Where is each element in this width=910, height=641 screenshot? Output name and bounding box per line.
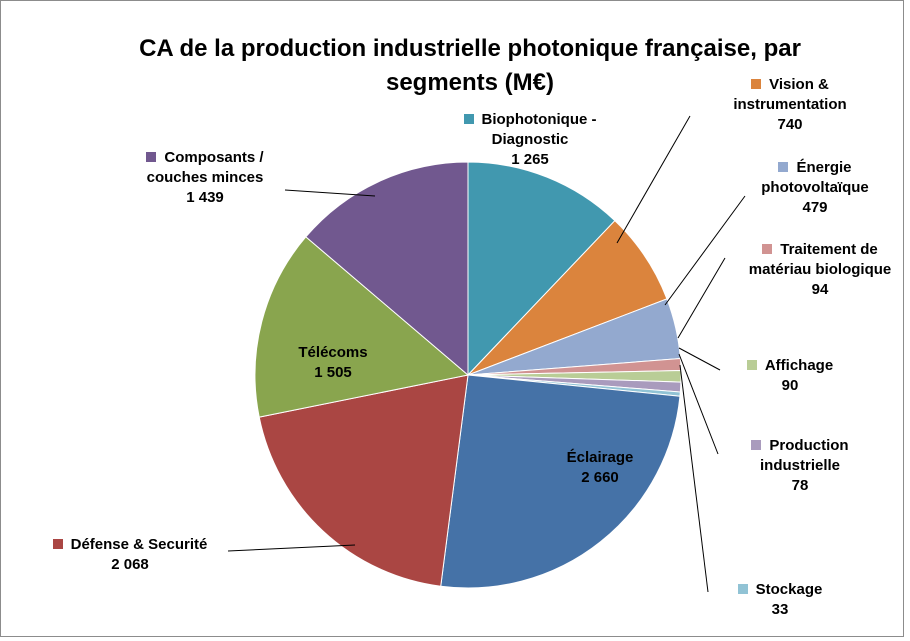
legend-key: [751, 79, 762, 89]
data-label: Biophotonique - Diagnostic 1 265: [450, 110, 610, 170]
leader-line: [227, 544, 356, 552]
chart-title: CA de la production industrielle photoni…: [139, 35, 801, 96]
legend-key: [737, 584, 748, 594]
value-label: 2 660: [581, 469, 619, 486]
pie-slice: [467, 161, 616, 377]
data-label: Affichage 90: [725, 356, 855, 396]
legend-key: [463, 114, 474, 124]
legend-key: [778, 162, 789, 172]
category-label: Affichage: [764, 357, 834, 374]
category-label: Production industrielle: [759, 437, 849, 474]
category-label: Éclairage: [566, 449, 634, 466]
pie-slice: [258, 374, 469, 587]
data-label: Production industrielle 78: [725, 436, 875, 496]
label-name: Stockage: [715, 580, 845, 600]
pie-slice: [305, 161, 469, 377]
label-name: Éclairage: [535, 448, 665, 468]
leader-line: [678, 353, 719, 455]
data-label: Énergie photovoltaïque 479: [735, 158, 895, 218]
value-label: 78: [791, 477, 809, 494]
data-label: Éclairage 2 660: [535, 448, 665, 488]
category-label: Vision & instrumentation: [733, 76, 847, 113]
leader-line: [679, 364, 709, 593]
label-name: Biophotonique - Diagnostic: [450, 110, 610, 150]
category-label: Stockage: [755, 581, 823, 598]
leader-line: [664, 195, 746, 306]
label-name: Traitement de matériau biologique: [745, 240, 895, 280]
label-name: Vision & instrumentation: [710, 75, 870, 115]
label-name: Composants / couches minces: [120, 148, 290, 188]
leader-line: [616, 115, 691, 244]
label-name: Production industrielle: [725, 436, 875, 476]
leader-line: [677, 257, 726, 339]
value-label: 1 505: [314, 364, 352, 381]
category-label: Traitement de matériau biologique: [748, 241, 892, 278]
value-label: 479: [802, 199, 828, 216]
pie-slice: [440, 374, 681, 589]
data-label: Composants / couches minces 1 439: [120, 148, 290, 208]
label-name: Télécoms: [273, 343, 393, 363]
legend-key: [52, 539, 63, 549]
data-label: Stockage 33: [715, 580, 845, 620]
label-name: Énergie photovoltaïque: [735, 158, 895, 198]
leader-line: [284, 189, 376, 197]
value-label: 740: [777, 116, 803, 133]
data-label: Défense & Securité 2 068: [15, 535, 245, 575]
data-label: Télécoms 1 505: [273, 343, 393, 383]
label-name: Défense & Securité: [15, 535, 245, 555]
category-label: Télécoms: [298, 344, 368, 361]
legend-key: [146, 152, 157, 162]
category-label: Défense & Securité: [70, 536, 208, 553]
pie-slice: [254, 236, 470, 418]
value-label: 90: [781, 377, 799, 394]
value-label: 1 439: [186, 189, 224, 206]
leader-line: [678, 347, 721, 371]
value-label: 2 068: [111, 556, 149, 573]
category-label: Biophotonique - Diagnostic: [481, 111, 597, 148]
category-label: Énergie photovoltaïque: [761, 159, 869, 196]
data-label: Traitement de matériau biologique 94: [745, 240, 895, 300]
legend-key: [762, 244, 773, 254]
legend-key: [746, 360, 757, 370]
legend-key: [751, 440, 762, 450]
value-label: 94: [811, 281, 829, 298]
data-label: Vision & instrumentation 740: [710, 75, 870, 135]
value-label: 1 265: [511, 151, 549, 168]
label-name: Affichage: [725, 356, 855, 376]
category-label: Composants / couches minces: [146, 149, 264, 186]
value-label: 33: [771, 601, 789, 618]
